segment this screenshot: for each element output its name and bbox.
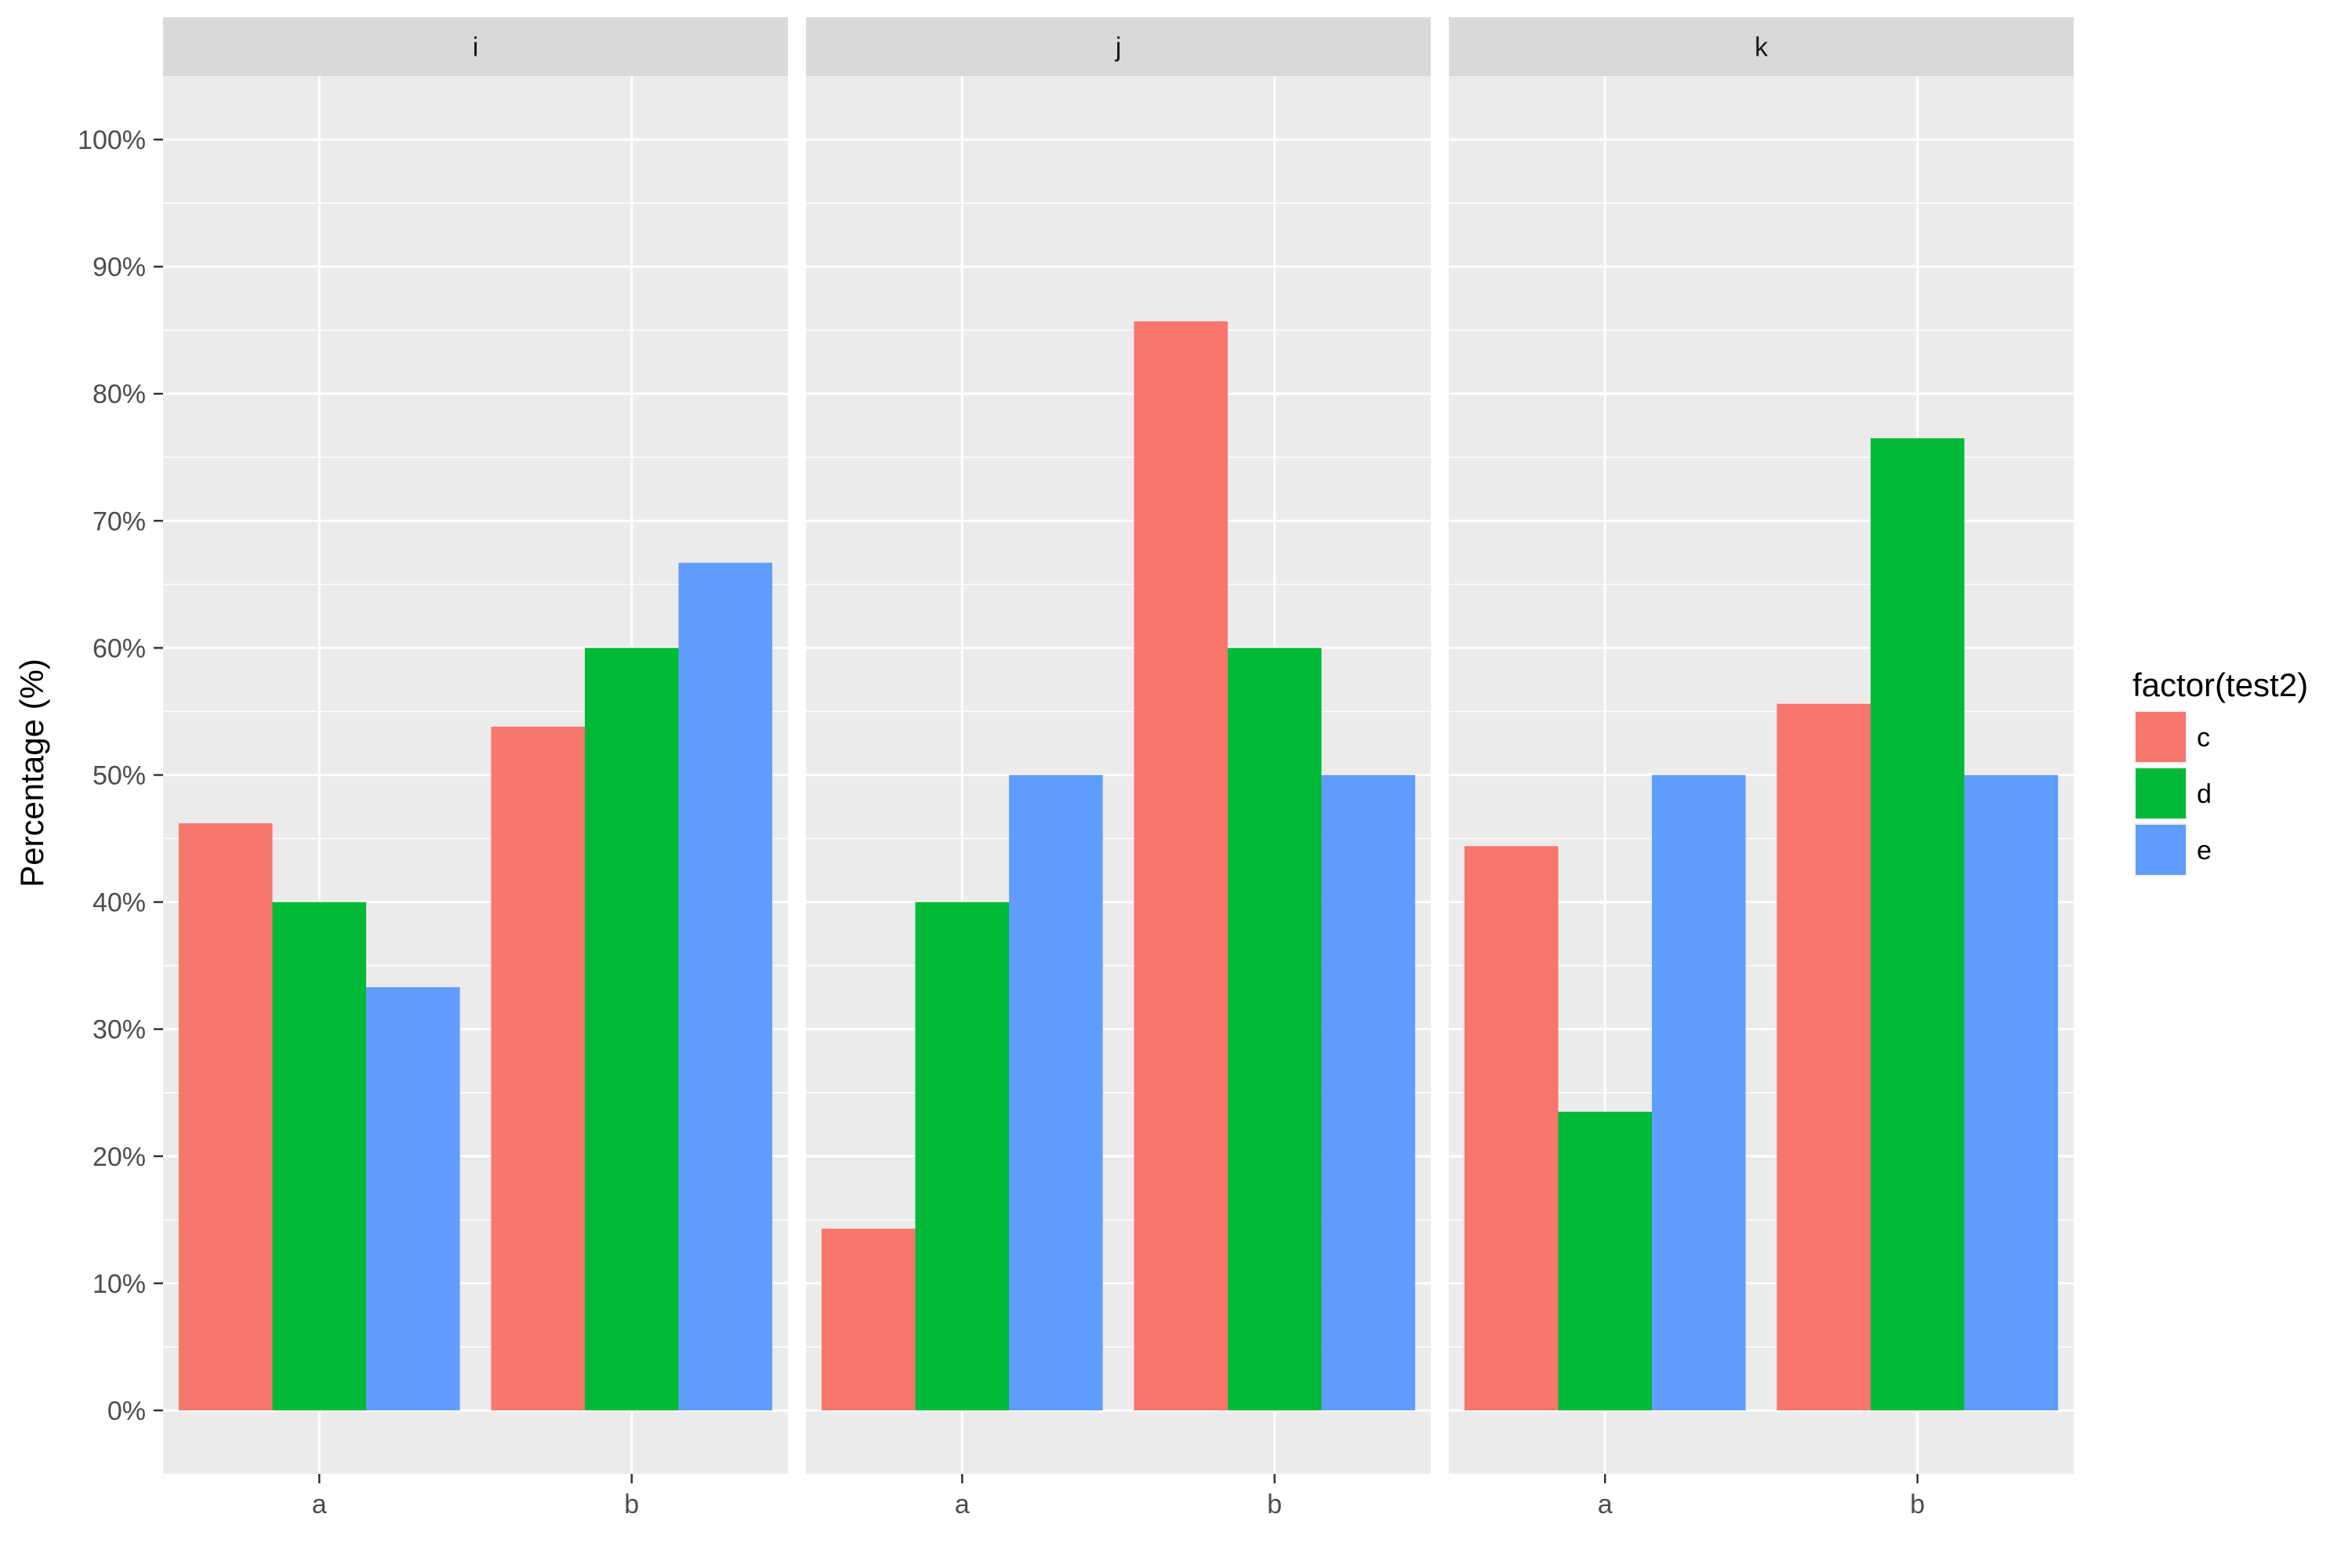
y-tick-label: 30% bbox=[93, 1015, 146, 1045]
y-tick-label: 80% bbox=[93, 379, 146, 409]
bar-k-b-d bbox=[1870, 437, 1965, 1410]
legend-label-e: e bbox=[2197, 836, 2212, 866]
bar-k-b-e bbox=[1964, 775, 2059, 1410]
x-tick-label: a bbox=[312, 1490, 327, 1519]
bar-i-a-c bbox=[178, 823, 273, 1410]
facet-panels: i a b j a b k a b bbox=[163, 17, 2074, 1519]
x-tick-label: b bbox=[1267, 1490, 1282, 1519]
bar-i-a-d bbox=[272, 902, 367, 1410]
x-tick-label: a bbox=[955, 1490, 970, 1519]
y-tick-label: 40% bbox=[93, 888, 146, 918]
legend-swatch-e bbox=[2136, 825, 2186, 875]
bar-j-a-c bbox=[821, 1229, 916, 1410]
facet-strip-label: j bbox=[1115, 33, 1122, 63]
bar-j-b-e bbox=[1321, 775, 1416, 1410]
legend-swatch-c bbox=[2136, 712, 2186, 762]
legend-swatch-d bbox=[2136, 768, 2186, 818]
facet-strip-label: k bbox=[1755, 33, 1769, 63]
bar-k-a-c bbox=[1464, 846, 1559, 1410]
facet-strip bbox=[1449, 17, 2074, 76]
x-tick-label: a bbox=[1598, 1490, 1613, 1519]
legend-label-d: d bbox=[2197, 779, 2212, 809]
facet-strip bbox=[806, 17, 1431, 76]
bar-k-a-d bbox=[1558, 1112, 1653, 1410]
x-tick-label: b bbox=[1910, 1490, 1925, 1519]
facet-strip bbox=[163, 17, 788, 76]
facet-panel-j: j a b bbox=[806, 17, 1431, 1519]
bar-k-b-c bbox=[1777, 703, 1871, 1410]
bar-i-b-d bbox=[584, 648, 679, 1410]
legend-label-c: c bbox=[2197, 723, 2210, 753]
y-tick-label: 60% bbox=[93, 633, 146, 663]
y-axis-title: Percentage (%) bbox=[13, 659, 50, 887]
x-tick-label: b bbox=[624, 1490, 639, 1519]
bar-j-a-d bbox=[915, 902, 1010, 1410]
y-tick-label: 20% bbox=[93, 1142, 146, 1172]
facet-panel-k: k a b bbox=[1449, 17, 2074, 1519]
legend: factor(test2) cde bbox=[2132, 666, 2308, 877]
bar-i-a-e bbox=[366, 987, 460, 1410]
y-tick-label: 10% bbox=[93, 1269, 146, 1299]
bar-j-b-c bbox=[1134, 321, 1228, 1410]
bar-i-b-e bbox=[678, 562, 773, 1410]
bar-k-a-e bbox=[1652, 775, 1746, 1410]
y-tick-label: 70% bbox=[93, 506, 146, 536]
y-tick-label: 90% bbox=[93, 252, 146, 282]
facet-strip-label: i bbox=[473, 33, 479, 63]
y-tick-label: 0% bbox=[107, 1396, 146, 1426]
y-tick-label: 50% bbox=[93, 761, 146, 791]
legend-title: factor(test2) bbox=[2132, 666, 2308, 703]
bar-j-b-d bbox=[1227, 648, 1322, 1410]
y-axis: 0% 10% 20% 30% 40% 50% 60% 70% 80% 90% 100% bbox=[78, 125, 163, 1426]
facet-panel-i: i a b bbox=[163, 17, 788, 1519]
bar-i-b-c bbox=[491, 726, 585, 1410]
y-tick-label: 100% bbox=[78, 125, 146, 155]
bar-j-a-e bbox=[1009, 775, 1103, 1410]
